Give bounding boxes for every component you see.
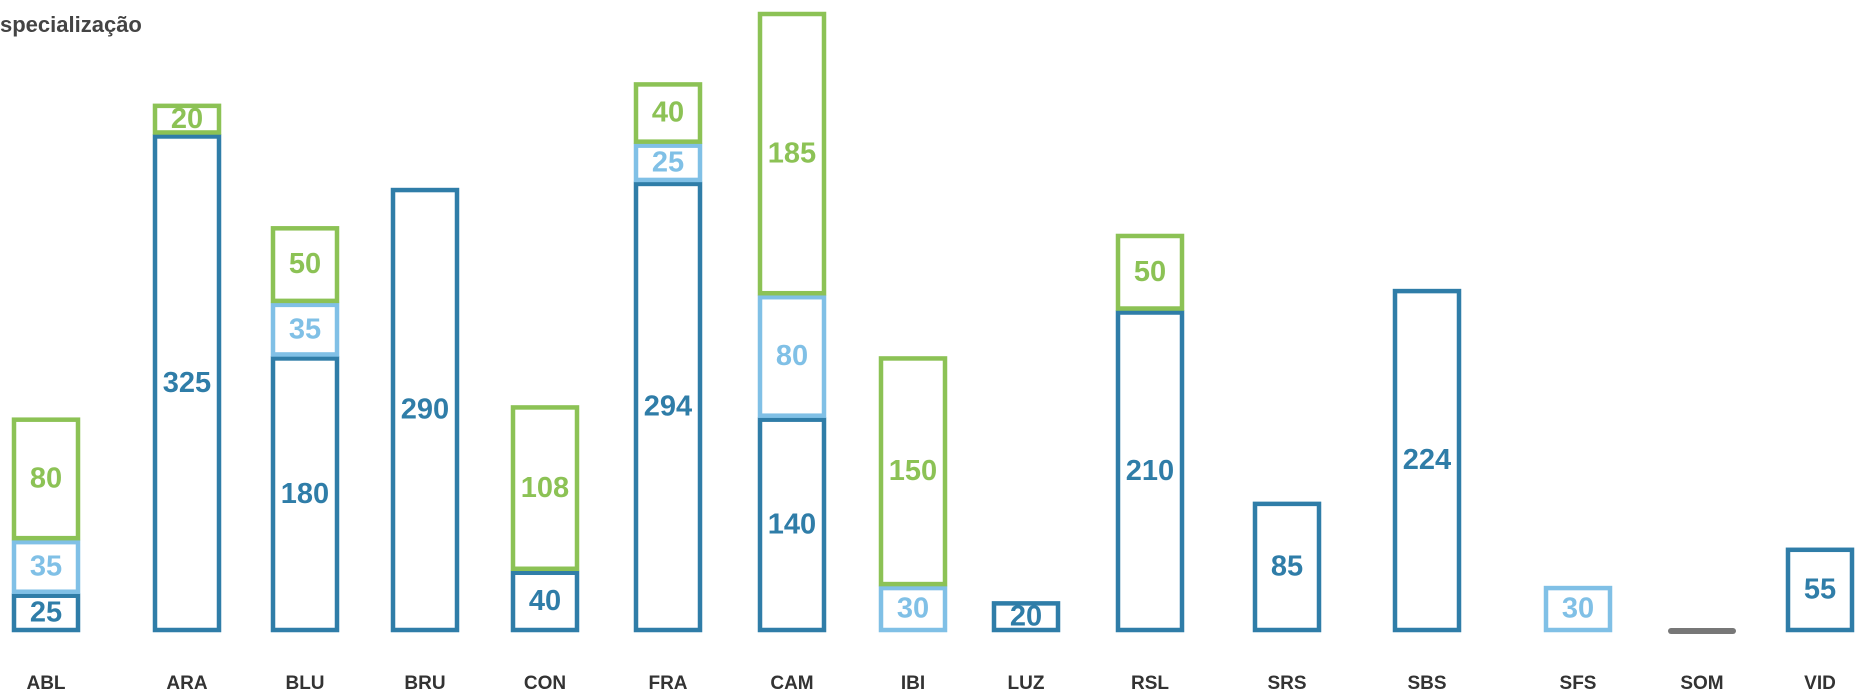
x-tick-label: BRU: [404, 673, 445, 694]
bar-segment: [757, 11, 827, 296]
bar-segment: [1115, 233, 1185, 311]
x-tick-label: RSL: [1131, 673, 1169, 694]
data-label: 20: [1010, 600, 1042, 632]
bar-segment: [11, 539, 81, 594]
x-tick-label: SOM: [1680, 673, 1723, 694]
data-label: 20: [171, 103, 203, 135]
data-label: 294: [644, 391, 692, 423]
bar-segment: [270, 226, 340, 304]
bar-segment: [1785, 547, 1855, 633]
bar-segment: [152, 103, 222, 135]
x-tick-label: BLU: [285, 673, 324, 694]
bar-segment: [270, 356, 340, 633]
x-tick-label: LUZ: [1008, 673, 1045, 694]
bar-segment: [510, 570, 580, 633]
data-label: 180: [281, 478, 329, 510]
data-label: 85: [1271, 551, 1303, 583]
x-tick-label: ARA: [166, 673, 207, 694]
bar-segment: [1392, 288, 1462, 633]
data-label: 80: [30, 463, 62, 495]
bar-segment: [11, 417, 81, 541]
data-label: 140: [768, 508, 816, 540]
x-tick-label: SBS: [1407, 673, 1446, 694]
x-tick-label: CAM: [770, 673, 813, 694]
data-label: 108: [521, 472, 569, 504]
data-label: 325: [163, 367, 211, 399]
bar-segment: [633, 82, 703, 144]
x-tick-label: VID: [1804, 673, 1836, 694]
data-label: 25: [652, 146, 684, 178]
data-label: 290: [401, 394, 449, 426]
bar-segment: [390, 187, 460, 633]
data-label: 35: [30, 551, 62, 583]
data-label: 30: [1562, 593, 1594, 625]
empty-bar: [1668, 628, 1736, 634]
data-label: 40: [652, 97, 684, 129]
data-label: 80: [776, 340, 808, 372]
bar-segment: [152, 134, 222, 633]
bar-segment: [270, 302, 340, 357]
bar-segment: [1543, 585, 1613, 633]
bar-segment: [991, 601, 1061, 633]
data-label: 50: [289, 248, 321, 280]
x-tick-label: IBI: [901, 673, 925, 694]
bar-segment: [757, 294, 827, 418]
bar-segment: [633, 143, 703, 183]
bar-segment: [1252, 501, 1322, 633]
data-label: 150: [889, 455, 937, 487]
data-label: 25: [30, 597, 62, 629]
bar-segment: [878, 585, 948, 633]
bar-segment: [510, 405, 580, 572]
bar-segment: [757, 417, 827, 633]
data-label: 40: [529, 585, 561, 617]
bar-segment: [11, 593, 81, 633]
x-tick-label: CON: [524, 673, 566, 694]
chart-title: specialização: [0, 12, 142, 37]
data-label: 224: [1403, 444, 1451, 476]
data-label: 55: [1804, 574, 1836, 606]
x-tick-label: FRA: [648, 673, 687, 694]
data-label: 30: [897, 593, 929, 625]
bar-segment: [633, 181, 703, 633]
x-tick-label: SRS: [1267, 673, 1306, 694]
data-label: 50: [1134, 256, 1166, 288]
bar-segment: [878, 356, 948, 587]
data-label: 185: [768, 137, 816, 169]
x-tick-label: SFS: [1560, 673, 1597, 694]
data-label: 35: [289, 313, 321, 345]
x-tick-label: ABL: [26, 673, 65, 694]
bar-segment: [1115, 310, 1185, 633]
data-label: 210: [1126, 455, 1174, 487]
